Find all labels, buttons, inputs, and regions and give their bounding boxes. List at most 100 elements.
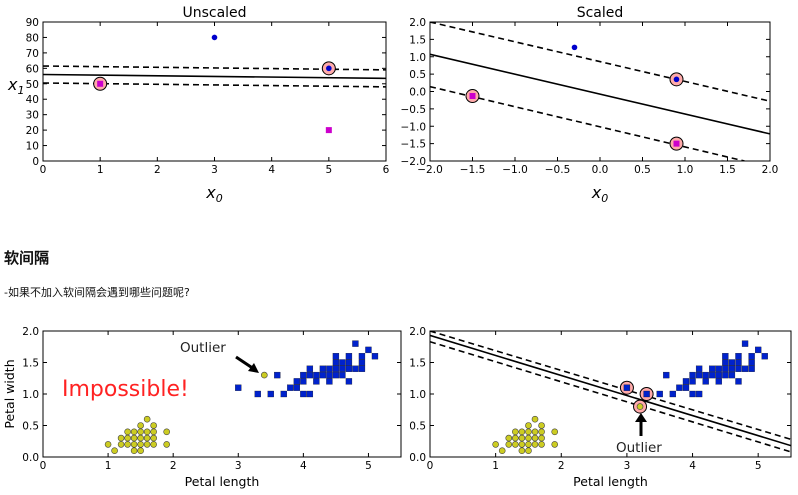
y-tick-label: 2.0 [22,326,39,338]
data-point-square [235,384,242,391]
y-tick-label: 1.5 [409,358,426,370]
data-point-square [326,365,333,372]
x-tick-label: 2 [170,460,177,472]
data-point-circle [538,428,545,436]
data-point-square [469,93,476,100]
data-point-circle [130,441,138,448]
data-point-square [345,359,353,366]
x-tick-label: 2 [558,460,565,472]
data-point-square [345,353,353,360]
x-tick-label: 1 [97,164,104,176]
x-tick-label: 1 [105,460,112,472]
data-point-square [332,371,340,379]
x-tick-label: 2 [154,164,161,176]
outlier-annotation: Outlier [616,440,662,456]
y-tick-label: 70 [26,48,39,60]
data-point-square [326,371,333,379]
x-tick-label: 2.0 [762,164,779,176]
data-point-square [339,371,346,379]
decision-boundary [43,73,386,80]
data-point-circle [143,441,151,448]
data-point-square [274,371,281,379]
decision-lines [430,22,770,161]
x-tick-label: 1 [492,460,499,472]
x-tick-label: 1.0 [677,164,694,176]
data-point-square [735,359,742,366]
y-tick-label: 0.0 [409,87,426,99]
data-point-square [761,353,768,360]
data-point-square [728,359,736,366]
margin-line [430,340,791,453]
y-tick-label: 1.0 [22,389,39,401]
data-point-circle [551,441,559,448]
data-point-square [748,359,755,366]
data-point-square [345,378,353,385]
y-tick-label: −1.0 [401,121,427,133]
x-tick-label: −0.5 [545,164,571,176]
data-point-square [715,378,722,385]
data-point-circle [143,434,151,442]
outlier-arrow-head [635,413,647,422]
data-point-square [293,378,301,385]
plot-frame [429,330,792,458]
chart-2: −2.0 −1.5 −1.0 −0.5 0.0 0.5 1.0 1.5 2.0 −2.0 −1.5 −… [401,5,779,205]
y-tick-label: 90 [26,17,39,29]
data-point-square [748,353,755,360]
data-point-circle [531,428,539,436]
impossible-annotation: Impossible! [62,377,189,402]
data-point-square [306,390,314,398]
y-tick-label: 1.5 [409,34,426,46]
data-point-circle [538,422,545,429]
data-point-square [682,378,690,385]
x-tick-label: 3 [624,460,631,472]
data-point-square [676,384,683,391]
data-point-square [267,390,274,398]
data-point-circle [117,441,125,448]
data-point-square [695,371,703,379]
data-point-circle [261,371,268,379]
y-tick-label: 0.5 [22,421,39,433]
x-tick-label: −2.0 [417,164,443,176]
data-point-square [682,384,690,391]
data-point-circle [538,441,545,448]
data-point-square [300,371,307,379]
data-point-circle [143,428,151,436]
data-point-circle [551,428,559,436]
chart-title: Unscaled [182,5,246,21]
data-point-square [345,365,353,372]
data-point-circle [525,434,532,442]
margin-line [43,82,386,88]
data-point-circle [137,447,144,455]
data-point-circle [150,428,157,436]
data-point-square [722,359,729,366]
data-point-square [300,390,307,398]
x-tick-label: 5 [755,460,762,472]
data-point-circle [538,434,545,442]
data-point-square [280,390,287,398]
data-point-circle [498,447,506,455]
data-point-square [728,371,736,379]
data-point-circle [124,434,131,442]
outlier-arrow-head [248,363,259,373]
data-point-circle [492,441,499,448]
x-tick-label: 1.5 [719,164,736,176]
data-point-circle [518,441,526,448]
x-tick-label: 4 [689,460,696,472]
data-point-circle [525,422,532,429]
y-tick-label: 10 [26,141,39,153]
y-tick-label: 1.5 [22,358,39,370]
data-point-square [702,378,709,385]
y-tick-label: 50 [26,79,39,91]
data-point-square [695,365,703,372]
y-tick-label: 2.0 [409,326,426,338]
y-tick-label: 0.0 [409,452,426,464]
data-point-circle [512,428,519,436]
data-point-square [755,346,762,354]
data-point-square [306,365,314,372]
data-point-square [306,371,314,379]
x-tick-label: −1.5 [460,164,486,176]
y-tick-label: 0.5 [409,421,426,433]
y-tick-label: 0 [32,156,39,168]
data-point-circle [150,441,157,448]
